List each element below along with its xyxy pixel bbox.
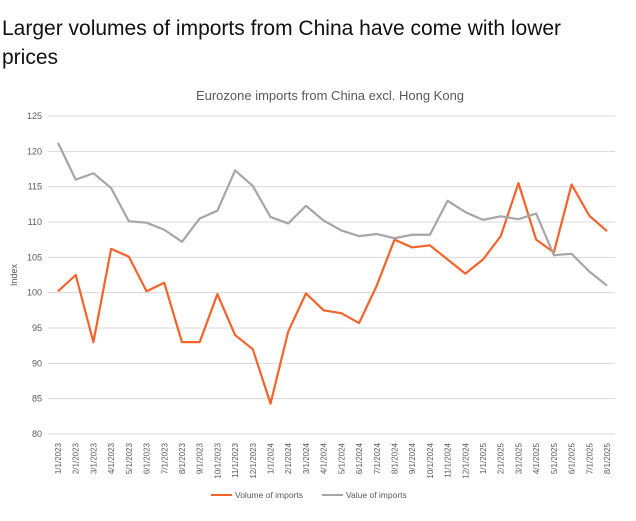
x-tick-label: 6/1/2025 xyxy=(568,442,577,474)
x-tick-label: 6/1/2024 xyxy=(355,442,364,474)
legend-label: Volume of imports xyxy=(235,490,303,500)
x-tick-label: 11/1/2024 xyxy=(444,442,453,478)
y-tick-label: 125 xyxy=(27,111,42,121)
x-tick-label: 4/1/2023 xyxy=(107,442,116,474)
y-tick-label: 115 xyxy=(28,182,42,192)
x-tick-label: 5/1/2025 xyxy=(550,442,559,474)
x-tick-label: 2/1/2024 xyxy=(284,442,293,474)
x-tick-label: 9/1/2023 xyxy=(196,442,205,474)
y-tick-label: 95 xyxy=(32,323,42,333)
x-tick-label: 2/1/2023 xyxy=(72,442,81,474)
x-tick-label: 4/1/2024 xyxy=(320,442,329,474)
x-tick-label: 12/1/2024 xyxy=(461,442,470,478)
x-tick-label: 3/1/2023 xyxy=(89,442,98,474)
y-axis-label: Index xyxy=(9,263,19,286)
x-tick-label: 7/1/2025 xyxy=(585,442,594,474)
x-tick-label: 5/1/2024 xyxy=(337,442,346,474)
series-line-0 xyxy=(57,182,608,405)
x-tick-label: 10/1/2023 xyxy=(213,442,222,478)
y-tick-label: 85 xyxy=(32,394,42,404)
x-tick-label: 6/1/2023 xyxy=(143,442,152,474)
y-tick-label: 80 xyxy=(32,429,42,439)
x-tick-label: 8/1/2024 xyxy=(390,442,399,474)
x-tick-label: 1/1/2025 xyxy=(479,442,488,474)
x-tick-label: 10/1/2024 xyxy=(426,442,435,478)
x-tick-label: 7/1/2024 xyxy=(373,442,382,474)
x-tick-label: 5/1/2023 xyxy=(125,442,134,474)
legend-label: Value of imports xyxy=(346,490,407,500)
x-tick-label: 3/1/2024 xyxy=(302,442,311,474)
y-tick-label: 110 xyxy=(28,217,42,227)
y-tick-label: 90 xyxy=(32,358,42,368)
x-tick-label: 9/1/2024 xyxy=(408,442,417,474)
x-tick-label: 2/1/2025 xyxy=(497,442,506,474)
series-line-1 xyxy=(57,142,608,287)
x-tick-label: 4/1/2025 xyxy=(532,442,541,474)
x-tick-label: 12/1/2023 xyxy=(249,442,258,478)
y-tick-label: 120 xyxy=(27,146,42,156)
x-tick-label: 11/1/2023 xyxy=(231,442,240,478)
headline: Larger volumes of imports from China hav… xyxy=(2,17,562,69)
x-tick-label: 8/1/2023 xyxy=(178,442,187,474)
x-tick-label: 3/1/2025 xyxy=(514,442,523,474)
x-tick-label: 8/1/2025 xyxy=(603,442,612,474)
x-tick-label: 1/1/2023 xyxy=(54,442,63,474)
chart-title: Eurozone imports from China excl. Hong K… xyxy=(196,88,464,103)
y-tick-label: 105 xyxy=(27,252,42,262)
y-tick-label: 100 xyxy=(27,288,42,298)
x-tick-label: 1/1/2024 xyxy=(267,442,276,474)
x-tick-label: 7/1/2023 xyxy=(160,442,169,474)
